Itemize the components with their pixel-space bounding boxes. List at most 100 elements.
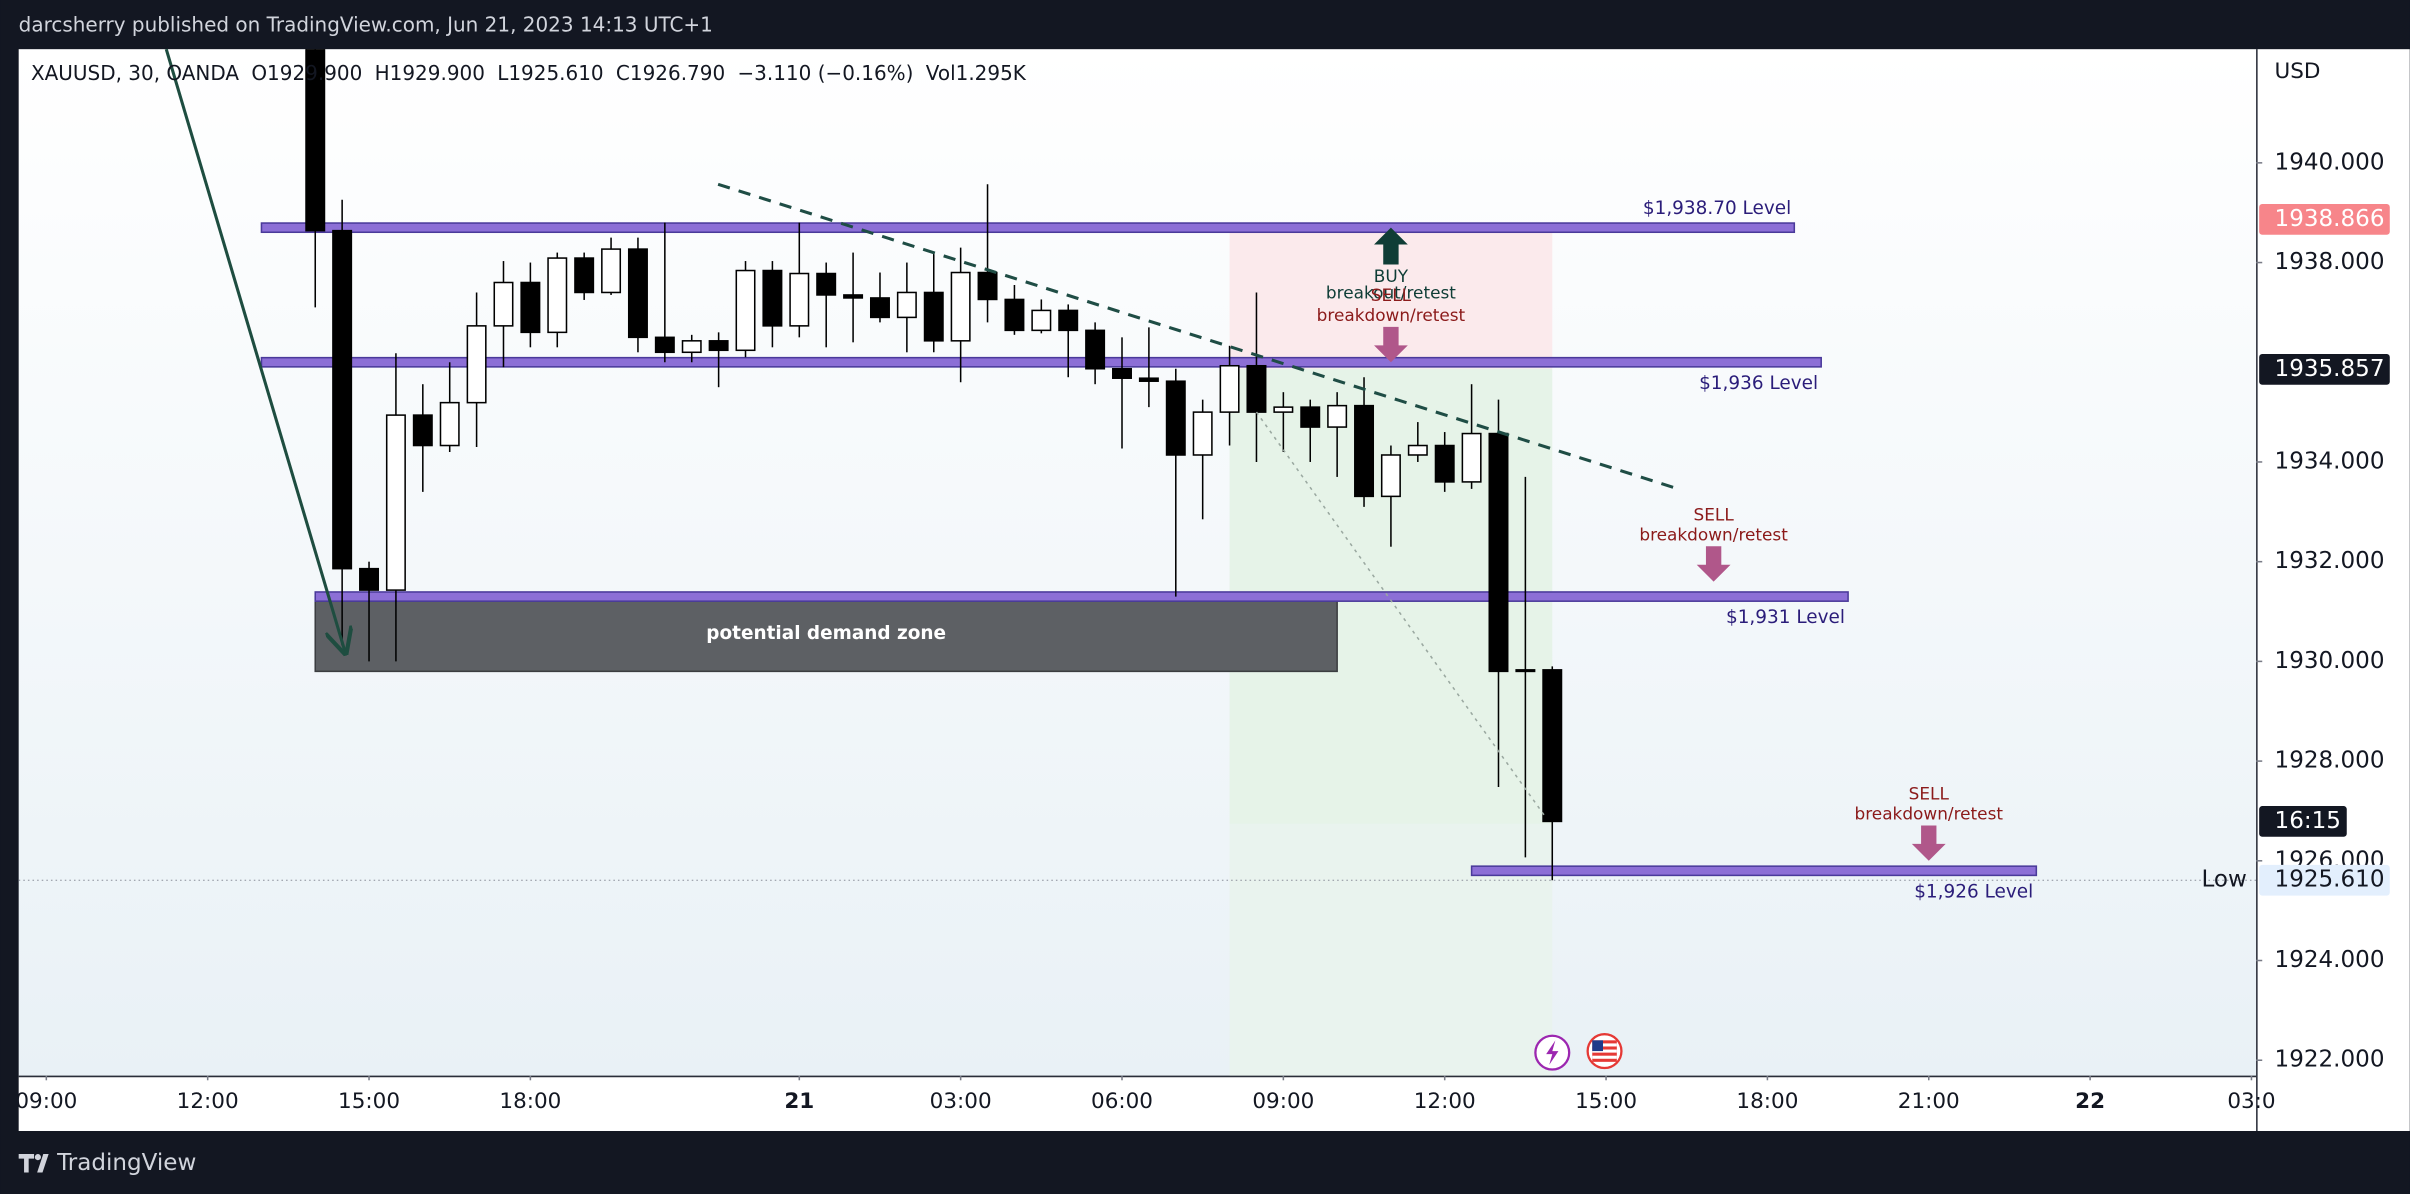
price-note: Low <box>2201 867 2246 893</box>
zone <box>1229 823 1553 1076</box>
signal-text: breakdown/retest <box>1855 804 2004 824</box>
x-tick-label: 12:00 <box>1414 1089 1476 1114</box>
signal-text: breakout/retest <box>1326 283 1456 303</box>
x-tick-label: 03:0 <box>2227 1089 2275 1114</box>
candle-body <box>1515 669 1536 673</box>
price-label: 1935.857 <box>2275 356 2385 382</box>
currency: USD <box>2275 59 2321 84</box>
x-tick-label: 15:00 <box>338 1089 400 1114</box>
candle-body <box>574 257 595 294</box>
level-line <box>260 356 1822 368</box>
candle-body <box>520 281 541 334</box>
x-tick-label: 06:00 <box>1091 1089 1153 1114</box>
legend-item: H1929.900 <box>375 60 485 84</box>
countdown-box <box>2259 806 2347 837</box>
legend-item: L1925.610 <box>497 60 603 84</box>
x-tick-label: 18:00 <box>499 1089 561 1114</box>
candle-body <box>1004 298 1025 332</box>
legend-item: C1926.790 <box>616 60 725 84</box>
lightning <box>1546 1040 1559 1065</box>
x-tick-label: 09:00 <box>1252 1089 1314 1114</box>
signal-arrow <box>1911 825 1946 861</box>
y-tick-label: 1924.000 <box>2275 947 2385 973</box>
price-label-box <box>2259 204 2390 235</box>
plot-area <box>18 49 2257 1076</box>
trend-line <box>1255 411 1546 817</box>
candle-body <box>1354 404 1375 498</box>
candle-body <box>896 291 917 319</box>
signal-side: BUY <box>1374 266 1409 286</box>
candle-body <box>654 336 675 354</box>
level-label: $1,936 Level <box>1699 373 1818 394</box>
signal-side: SELL <box>1371 285 1412 305</box>
candle-body <box>547 257 568 334</box>
candle-body <box>977 271 998 301</box>
time-axis <box>18 1075 2257 1131</box>
trend-line <box>717 182 1679 491</box>
candle-body <box>1058 309 1079 332</box>
x-tick-label: 12:00 <box>177 1089 239 1114</box>
publisher: darcsherry published on TradingView.com,… <box>19 13 713 37</box>
level-label: $1,926 Level <box>1914 881 2033 902</box>
candle-body <box>869 297 890 319</box>
candle-body <box>1327 404 1348 428</box>
legend-item: O1929.900 <box>251 60 362 84</box>
y-tick-label: 1922.000 <box>2275 1047 2385 1073</box>
brand-logo <box>18 1154 49 1173</box>
zone <box>314 595 1338 673</box>
candle-body <box>762 269 783 327</box>
candle-body <box>816 272 837 296</box>
flag-stripe <box>1592 1049 1617 1053</box>
level-line <box>314 591 1849 602</box>
y-tick-label: 1932.000 <box>2275 548 2385 574</box>
logo-mark <box>18 1154 49 1173</box>
logo-dot <box>34 1154 41 1161</box>
x-tick-label: 22 <box>2075 1089 2105 1114</box>
candle-body <box>412 414 433 447</box>
y-tick-label: 1928.000 <box>2275 748 2385 774</box>
x-tick-label: 03:00 <box>930 1089 992 1114</box>
y-tick-label: 1934.000 <box>2275 448 2385 474</box>
trend-line <box>164 48 345 653</box>
candle-body <box>332 229 353 570</box>
x-tick-label: 21 <box>784 1089 814 1114</box>
signal-text: breakdown/retest <box>1317 305 1466 325</box>
candle-body <box>385 414 406 591</box>
x-tick-label: 15:00 <box>1575 1089 1637 1114</box>
level-line <box>1470 865 2038 877</box>
candle-body <box>627 248 648 339</box>
flag-canton <box>1592 1040 1603 1052</box>
brand: TradingView <box>56 1150 196 1176</box>
price-label: 1925.610 <box>2275 867 2385 893</box>
candle-body <box>1542 669 1563 823</box>
candle-body <box>1031 309 1052 332</box>
overlay <box>164 48 345 653</box>
price-label-box <box>2259 354 2390 385</box>
candle-body <box>735 269 756 352</box>
candle-body <box>950 271 971 342</box>
countdown: 16:15 <box>2275 808 2341 834</box>
candle-body <box>601 248 622 294</box>
signal-text: breakdown/retest <box>1639 525 1788 545</box>
y-tick-label: 1938.000 <box>2275 249 2385 275</box>
legend-item: XAUUSD, 30, OANDA <box>31 60 239 84</box>
candle-body <box>439 401 460 447</box>
legend: XAUUSD, 30, OANDA O1929.900 H1929.900 L1925… <box>31 60 1027 84</box>
candle-body <box>1138 377 1159 382</box>
candle-body <box>359 567 380 591</box>
candle-body <box>305 49 326 232</box>
x-tick-label: 21:00 <box>1898 1089 1960 1114</box>
candle-body <box>681 340 702 354</box>
zone-label: potential demand zone <box>706 623 946 644</box>
signal-side: SELL <box>1694 505 1735 525</box>
signal-arrow <box>1696 546 1731 582</box>
candle-body <box>1488 432 1509 673</box>
candle-body <box>1300 406 1321 428</box>
candle-body <box>1246 364 1267 413</box>
candle-body <box>1434 444 1455 483</box>
candle-body <box>789 272 810 327</box>
flag-stripe <box>1592 1043 1617 1047</box>
candle-body <box>1112 367 1132 379</box>
candle-body <box>843 294 864 299</box>
